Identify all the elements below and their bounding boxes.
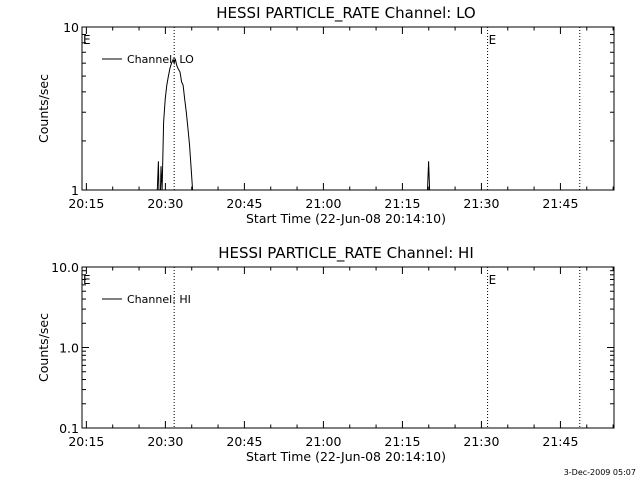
x-tick-label: 20:15 xyxy=(68,196,104,211)
x-tick-label: 21:30 xyxy=(463,434,499,449)
y-tick-label: 10.0 xyxy=(51,260,79,275)
start-marker: E xyxy=(83,33,91,47)
event-line-label: E xyxy=(489,273,497,287)
event-line-label: E xyxy=(489,33,497,47)
x-axis-label: Start Time (22-Jun-08 20:14:10) xyxy=(246,211,446,226)
y-tick-label: 10 xyxy=(63,20,79,35)
legend-label: Channel: HI xyxy=(127,293,191,306)
x-tick-label: 20:15 xyxy=(68,434,104,449)
y-axis-label: Counts/sec xyxy=(36,74,51,143)
x-tick-label: 20:45 xyxy=(226,196,262,211)
x-tick-label: 21:45 xyxy=(542,434,578,449)
footer-timestamp: 3-Dec-2009 05:07 xyxy=(564,468,636,477)
x-tick-label: 21:45 xyxy=(542,196,578,211)
y-axis-label: Counts/sec xyxy=(36,313,51,382)
x-tick-label: 20:30 xyxy=(147,196,183,211)
plot-frame xyxy=(81,266,615,429)
start-marker: E xyxy=(83,273,91,287)
x-tick-label: 21:00 xyxy=(305,196,341,211)
x-axis-label: Start Time (22-Jun-08 20:14:10) xyxy=(246,449,446,464)
x-tick-label: 21:15 xyxy=(384,196,420,211)
y-tick-label: 1 xyxy=(71,183,79,198)
plot-frame xyxy=(81,26,615,191)
chart-title: HESSI PARTICLE_RATE Channel: HI xyxy=(218,244,474,263)
y-tick-label: 1.0 xyxy=(59,341,79,356)
x-tick-label: 21:15 xyxy=(384,434,420,449)
series-line-channel-lo xyxy=(156,58,431,191)
x-tick-label: 21:00 xyxy=(305,434,341,449)
y-tick-label: 0.1 xyxy=(59,421,79,436)
x-tick-label: 20:30 xyxy=(147,434,183,449)
legend-label: Channel: LO xyxy=(127,53,194,66)
x-tick-label: 20:45 xyxy=(226,434,262,449)
x-tick-label: 21:30 xyxy=(463,196,499,211)
chart-title: HESSI PARTICLE_RATE Channel: LO xyxy=(216,4,475,23)
